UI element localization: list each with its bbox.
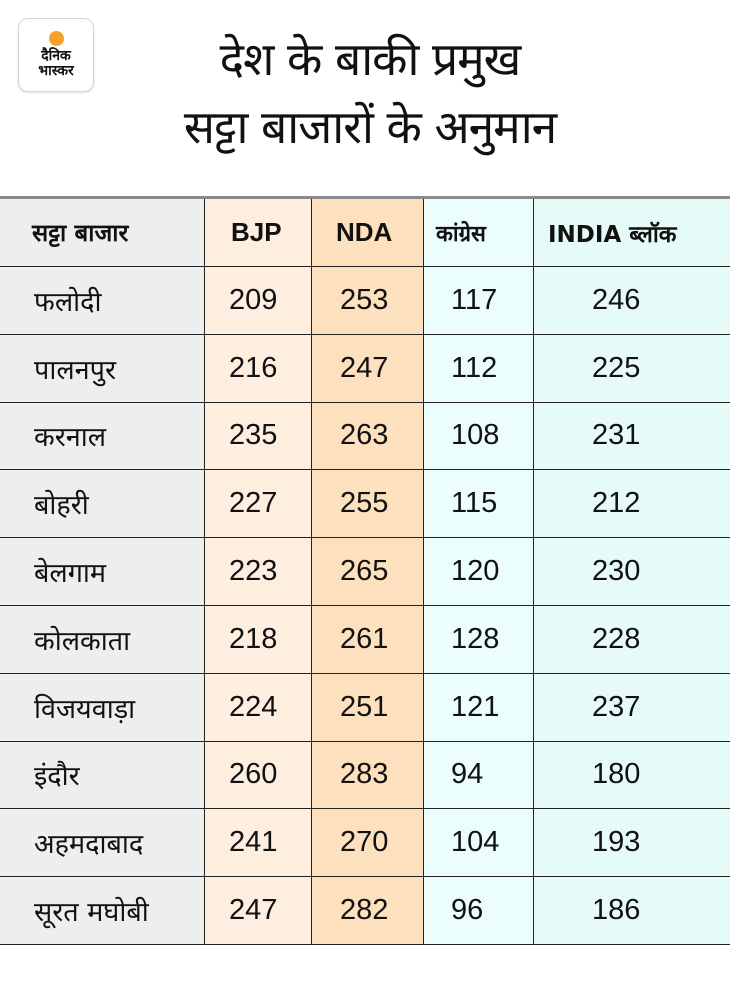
table-row: बेलगाम 223 265 120 230 — [0, 538, 730, 606]
cell-india: 230 — [534, 538, 730, 605]
cell-nda: 247 — [312, 334, 424, 402]
dainik-bhaskar-logo: दैनिक भास्कर — [18, 18, 94, 92]
table-row: इंदौर 260 283 94 180 — [0, 741, 730, 810]
cell-nda: 251 — [312, 673, 424, 741]
cell-congress: 94 — [424, 741, 534, 809]
cell-bjp: 247 — [205, 877, 312, 944]
logo-line1: दैनिक — [41, 48, 71, 64]
cell-market: विजयवाड़ा — [0, 673, 205, 741]
cell-nda: 263 — [312, 402, 424, 470]
cell-india: 212 — [534, 470, 730, 538]
header-bjp: BJP — [205, 199, 312, 266]
sun-icon — [48, 31, 64, 46]
cell-nda: 255 — [312, 470, 424, 538]
logo-line2: भास्कर — [38, 63, 74, 79]
cell-bjp: 260 — [205, 741, 312, 809]
cell-india: 237 — [534, 673, 730, 741]
cell-congress: 96 — [424, 877, 534, 944]
cell-india: 186 — [534, 877, 730, 944]
cell-congress: 112 — [424, 334, 534, 402]
cell-india: 225 — [534, 334, 730, 402]
cell-bjp: 209 — [205, 267, 312, 334]
cell-market: फलोदी — [0, 267, 205, 334]
table-row: विजयवाड़ा 224 251 121 237 — [0, 673, 730, 742]
table-row: पालनपुर 216 247 112 225 — [0, 334, 730, 403]
cell-bjp: 223 — [205, 538, 312, 605]
page-title-line1: देश के बाकी प्रमुख — [219, 32, 522, 86]
header-congress: कांग्रेस — [424, 199, 534, 266]
page-title-line2: सट्टा बाजारों के अनुमान — [183, 100, 557, 154]
cell-market: कोलकाता — [0, 605, 205, 673]
table-row: अहमदाबाद 241 270 104 193 — [0, 809, 730, 878]
cell-bjp: 227 — [205, 470, 312, 538]
cell-nda: 265 — [312, 538, 424, 605]
table-row: कोलकाता 218 261 128 228 — [0, 605, 730, 674]
cell-india: 193 — [534, 809, 730, 877]
header: दैनिक भास्कर देश के बाकी प्रमुख सट्टा बा… — [0, 0, 730, 196]
cell-congress: 117 — [424, 267, 534, 334]
cell-india: 231 — [534, 402, 730, 470]
cell-bjp: 224 — [205, 673, 312, 741]
cell-india: 228 — [534, 605, 730, 673]
cell-market: करनाल — [0, 402, 205, 470]
cell-congress: 121 — [424, 673, 534, 741]
cell-nda: 282 — [312, 877, 424, 944]
cell-bjp: 235 — [205, 402, 312, 470]
cell-market: इंदौर — [0, 741, 205, 809]
cell-market: पालनपुर — [0, 334, 205, 402]
header-nda: NDA — [312, 199, 424, 266]
cell-congress: 104 — [424, 809, 534, 877]
cell-nda: 261 — [312, 605, 424, 673]
table-row: करनाल 235 263 108 231 — [0, 402, 730, 471]
cell-market: सूरत मघोबी — [0, 877, 205, 944]
header-market: सट्टा बाजार — [0, 199, 205, 266]
cell-congress: 128 — [424, 605, 534, 673]
cell-nda: 253 — [312, 267, 424, 334]
cell-market: बोहरी — [0, 470, 205, 538]
table-header-row: सट्टा बाजार BJP NDA कांग्रेस INDIA ब्लॉक — [0, 199, 730, 267]
table-row: फलोदी 209 253 117 246 — [0, 267, 730, 335]
cell-india: 180 — [534, 741, 730, 809]
cell-market: अहमदाबाद — [0, 809, 205, 877]
cell-india: 246 — [534, 267, 730, 334]
cell-bjp: 241 — [205, 809, 312, 877]
cell-market: बेलगाम — [0, 538, 205, 605]
table-row: सूरत मघोबी 247 282 96 186 — [0, 877, 730, 945]
cell-congress: 120 — [424, 538, 534, 605]
cell-bjp: 216 — [205, 334, 312, 402]
cell-congress: 115 — [424, 470, 534, 538]
cell-nda: 270 — [312, 809, 424, 877]
cell-nda: 283 — [312, 741, 424, 809]
table-row: बोहरी 227 255 115 212 — [0, 470, 730, 539]
header-india-bloc: INDIA ब्लॉक — [534, 199, 730, 266]
satta-bazar-table: सट्टा बाजार BJP NDA कांग्रेस INDIA ब्लॉक… — [0, 196, 730, 945]
cell-bjp: 218 — [205, 605, 312, 673]
cell-congress: 108 — [424, 402, 534, 470]
